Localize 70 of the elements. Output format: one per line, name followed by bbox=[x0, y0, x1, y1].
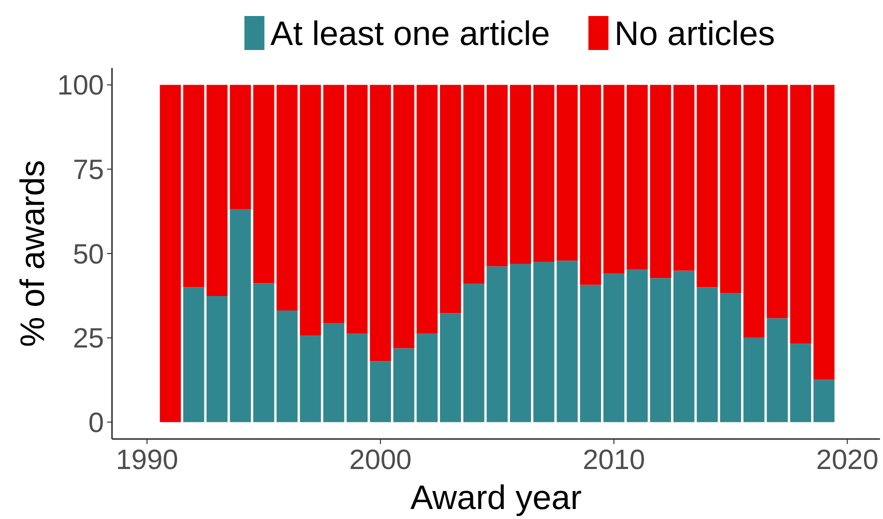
bar bbox=[743, 338, 764, 422]
bar bbox=[300, 84, 321, 336]
bar bbox=[440, 84, 461, 314]
bar bbox=[556, 84, 578, 261]
bar bbox=[393, 348, 414, 422]
bar bbox=[206, 296, 228, 422]
bar bbox=[253, 84, 274, 284]
y-tick-label: 50 bbox=[72, 238, 104, 270]
bar bbox=[790, 344, 812, 422]
legend-label: No articles bbox=[614, 15, 776, 53]
bar bbox=[556, 260, 578, 422]
bar bbox=[626, 84, 648, 270]
legend-label: At least one article bbox=[270, 15, 550, 53]
bar bbox=[533, 262, 554, 422]
bar bbox=[253, 283, 274, 422]
y-tick-label: 75 bbox=[72, 154, 104, 185]
y-tick-label: 0 bbox=[88, 406, 104, 438]
bar bbox=[370, 361, 391, 422]
bar bbox=[416, 334, 438, 422]
bar bbox=[183, 84, 204, 288]
bar bbox=[813, 380, 834, 422]
bar bbox=[603, 274, 624, 422]
y-tick-label: 100 bbox=[57, 70, 104, 101]
bar bbox=[766, 318, 788, 422]
bar bbox=[510, 264, 532, 422]
bar bbox=[486, 266, 508, 422]
bar bbox=[510, 84, 532, 264]
bar bbox=[673, 270, 694, 422]
bar bbox=[696, 287, 718, 422]
bar bbox=[813, 84, 834, 380]
bar bbox=[183, 287, 204, 422]
bar bbox=[766, 84, 788, 318]
bar bbox=[276, 84, 298, 310]
bar bbox=[393, 84, 414, 348]
bar bbox=[486, 84, 508, 266]
bar bbox=[463, 84, 484, 284]
bar bbox=[276, 310, 298, 422]
bar bbox=[346, 84, 368, 334]
bar bbox=[230, 209, 251, 422]
bar bbox=[300, 336, 321, 422]
bar bbox=[346, 334, 368, 422]
bar bbox=[743, 84, 764, 338]
y-axis-title: % of awards bbox=[14, 160, 52, 348]
bar bbox=[160, 84, 181, 422]
bar bbox=[580, 284, 602, 422]
bar bbox=[790, 84, 812, 344]
bar bbox=[696, 84, 718, 288]
bar bbox=[720, 84, 742, 293]
bar bbox=[230, 84, 251, 210]
bar bbox=[323, 322, 344, 422]
bar bbox=[463, 284, 484, 422]
x-tick-label: 2010 bbox=[582, 444, 646, 475]
bar bbox=[580, 84, 602, 285]
x-tick-label: 2020 bbox=[816, 444, 878, 475]
bar bbox=[626, 270, 648, 422]
x-tick-label: 1990 bbox=[116, 444, 178, 475]
x-tick-label: 2000 bbox=[349, 444, 412, 475]
bar bbox=[720, 292, 742, 422]
bar bbox=[533, 84, 554, 262]
bar bbox=[673, 84, 694, 271]
y-tick-label: 25 bbox=[72, 322, 104, 354]
bar bbox=[206, 84, 228, 296]
bar bbox=[603, 84, 624, 274]
x-axis-title: Award year bbox=[410, 479, 582, 517]
bar bbox=[440, 313, 461, 422]
bar bbox=[323, 84, 344, 323]
bar bbox=[650, 278, 672, 422]
bar bbox=[650, 84, 672, 278]
bar bbox=[370, 84, 391, 362]
bar bbox=[416, 84, 438, 334]
